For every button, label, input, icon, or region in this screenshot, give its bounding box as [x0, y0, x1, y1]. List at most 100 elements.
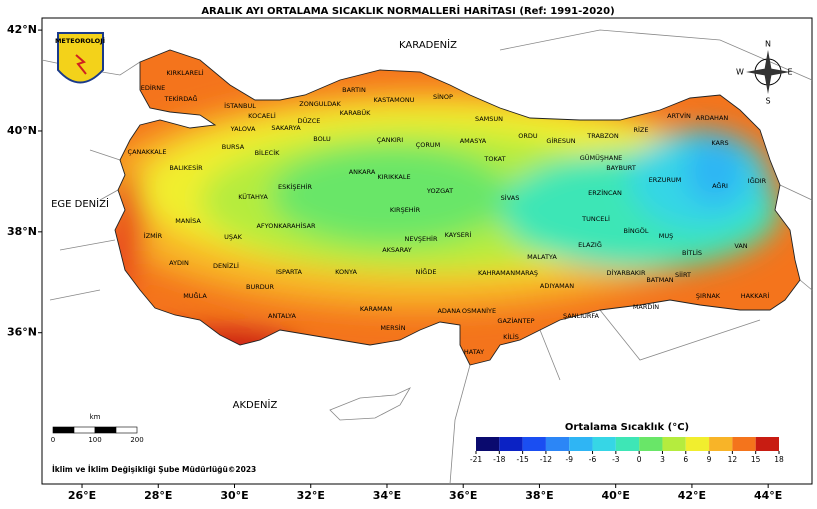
legend-tick-label: 18: [774, 455, 784, 464]
province-label: BURSA: [222, 143, 245, 151]
province-label: BURDUR: [246, 283, 274, 291]
province-label: AĞRI: [712, 181, 728, 190]
legend-tick-label: -6: [589, 455, 597, 464]
legend-title: Ortalama Sıcaklık (°C): [565, 422, 689, 433]
province-label: MUĞLA: [183, 291, 207, 300]
province-label: BİNGÖL: [623, 226, 648, 235]
province-label: BOLU: [313, 135, 331, 143]
province-label: MARDİN: [633, 302, 659, 311]
province-label: KASTAMONU: [374, 96, 415, 104]
province-label: ISPARTA: [276, 268, 303, 276]
compass-label: E: [787, 68, 792, 77]
province-label: BATMAN: [646, 276, 673, 284]
x-tick-label: 40°E: [602, 489, 630, 502]
province-label: KONYA: [335, 268, 357, 276]
legend-swatch: [615, 437, 640, 451]
province-label: İSTANBUL: [224, 101, 256, 110]
province-label: ARDAHAN: [696, 114, 729, 122]
legend-tick-label: -12: [540, 455, 552, 464]
province-label: ŞIRNAK: [696, 292, 721, 300]
province-label: VAN: [734, 242, 747, 250]
province-label: AYDIN: [169, 259, 189, 267]
province-label: AFYONKARAHİSAR: [256, 221, 316, 230]
legend-swatch: [522, 437, 546, 451]
province-label: TOKAT: [483, 155, 505, 163]
legend-tick-label: 12: [728, 455, 738, 464]
province-label: KAYSERİ: [445, 230, 472, 239]
province-label: HAKKARİ: [741, 291, 770, 300]
legend-tick-label: -9: [565, 455, 573, 464]
legend-tick-label: 0: [637, 455, 642, 464]
province-label: AKSARAY: [382, 246, 412, 254]
legend-tick-label: 15: [751, 455, 761, 464]
neighbors: [41, 29, 813, 485]
logo: METEOROLOJİ: [55, 32, 105, 84]
province-label: ERZİNCAN: [588, 188, 622, 197]
province-label: KIRIKKALE: [377, 173, 410, 181]
legend-tick-label: -3: [612, 455, 620, 464]
province-label: ESKİŞEHİR: [278, 182, 312, 191]
province-label: ADANA: [437, 307, 461, 315]
province-label: SİVAS: [501, 193, 520, 202]
province-label: SAKARYA: [271, 124, 301, 132]
province-label: TEKİRDAĞ: [163, 94, 197, 103]
legend-swatch: [755, 437, 779, 451]
x-tick-label: 44°E: [754, 489, 782, 502]
province-label: YALOVA: [230, 125, 256, 133]
province-label: ÇANKIRI: [377, 136, 404, 144]
legend-swatch: [476, 437, 500, 451]
province-label: KARS: [711, 139, 728, 147]
y-tick-label: 36°N: [7, 326, 37, 339]
scale-segment: [94, 426, 117, 434]
scale-unit: km: [90, 413, 101, 421]
province-label: KÜTAHYA: [238, 192, 268, 201]
x-tick-label: 26°E: [68, 489, 96, 502]
province-label: ARTVİN: [667, 111, 691, 120]
province-label: YOZGAT: [426, 187, 453, 195]
legend-swatch: [592, 437, 616, 451]
legend-swatch: [685, 437, 710, 451]
province-label: BİLECİK: [255, 148, 281, 157]
legend-tick-label: 9: [707, 455, 712, 464]
x-tick-label: 32°E: [297, 489, 325, 502]
province-label: BALIKESİR: [169, 163, 203, 172]
province-label: DENİZLİ: [213, 261, 239, 270]
province-label: ADIYAMAN: [540, 282, 574, 290]
province-label: NİĞDE: [416, 267, 437, 276]
province-label: HATAY: [464, 348, 484, 356]
y-tick-label: 42°N: [7, 23, 37, 36]
legend-swatch: [639, 437, 663, 451]
legend-tick-label: 6: [683, 455, 688, 464]
scale-label: 0: [51, 436, 55, 444]
scale-segment: [52, 426, 75, 434]
x-tick-label: 28°E: [144, 489, 172, 502]
province-label: DİYARBAKIR: [607, 268, 646, 277]
scale-segment: [115, 426, 138, 434]
x-tick-label: 42°E: [678, 489, 706, 502]
legend-swatch: [662, 437, 686, 451]
legend-tick-label: -21: [470, 455, 482, 464]
y-tick-label: 38°N: [7, 225, 37, 238]
province-label: KOCAELİ: [248, 111, 276, 120]
province-label: KİLİS: [503, 332, 519, 341]
province-label: KAHRAMANMARAŞ: [478, 269, 538, 277]
province-label: KARABÜK: [340, 108, 372, 117]
province-label: MUŞ: [659, 232, 674, 240]
x-tick-label: 30°E: [220, 489, 248, 502]
legend-swatch: [569, 437, 593, 451]
province-label: DÜZCE: [298, 116, 321, 125]
province-label: ERZURUM: [649, 176, 682, 184]
province-label: RİZE: [634, 125, 649, 134]
sea-label: AKDENİZ: [233, 398, 278, 411]
province-label: SİİRT: [675, 270, 691, 279]
province-label: MALATYA: [527, 253, 557, 261]
province-label: OSMANİYE: [462, 306, 496, 315]
province-label: TUNCELİ: [581, 214, 610, 223]
sea-label: EGE DENİZİ: [51, 197, 109, 210]
compass-label: S: [765, 97, 770, 106]
province-label: GİRESUN: [546, 136, 575, 145]
x-tick-label: 34°E: [373, 489, 401, 502]
temperature-field: [115, 50, 800, 365]
province-label: MANİSA: [175, 216, 201, 225]
